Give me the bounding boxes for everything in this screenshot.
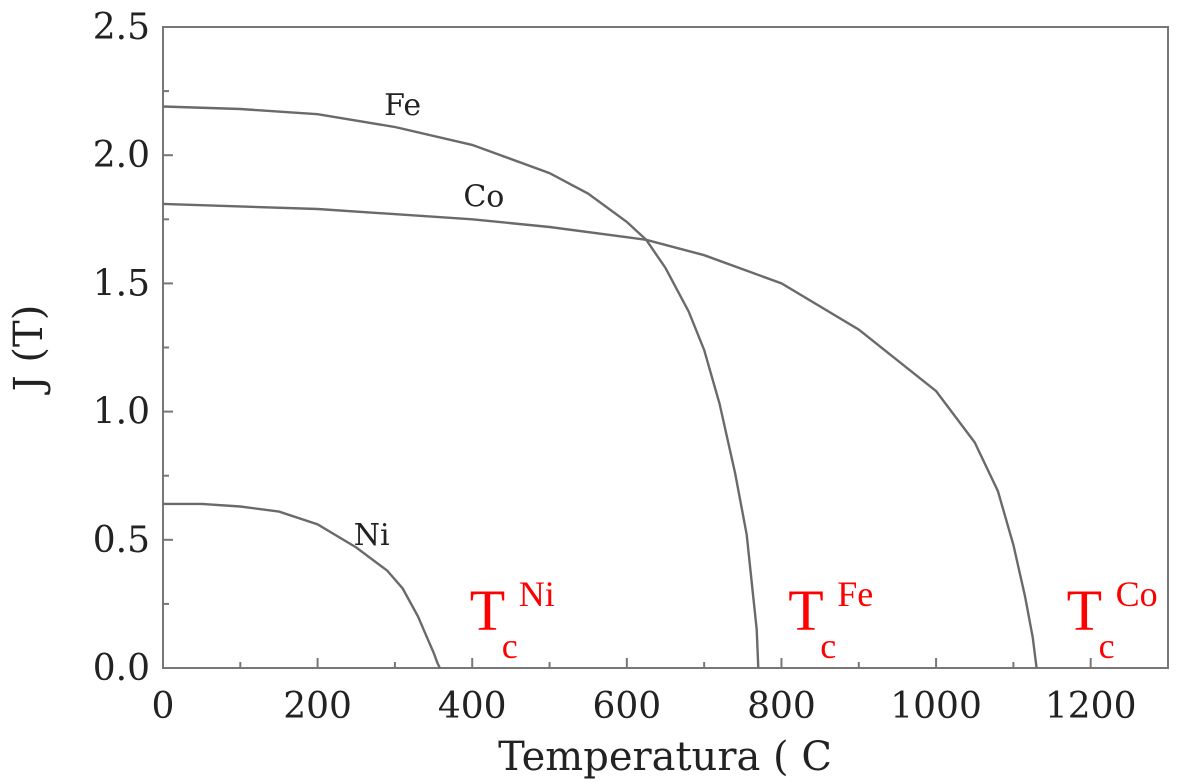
tc-co-label: T <box>1067 578 1102 643</box>
x-tick-label: 400 <box>438 686 507 727</box>
x-tick-label: 600 <box>592 686 661 727</box>
plot-frame <box>162 26 1169 669</box>
tc-co-superscript: Co <box>1116 574 1158 614</box>
series-ni-label: Ni <box>354 518 390 553</box>
series-ni-line <box>163 502 441 669</box>
tc-ni-label: T <box>470 578 505 643</box>
y-tick-label: 0.0 <box>93 648 150 689</box>
tc-ni-subscript: c <box>502 626 518 666</box>
tc-fe-superscript: Fe <box>837 574 873 614</box>
y-tick-label: 0.5 <box>93 520 150 561</box>
y-tick-label: 1.0 <box>93 392 150 433</box>
tc-co-subscript: c <box>1099 626 1115 666</box>
series-fe-label: Fe <box>384 88 421 123</box>
tc-ni-superscript: Ni <box>519 574 555 614</box>
series-fe-line <box>162 105 760 669</box>
x-axis-label: Temperatura ( C <box>498 734 832 780</box>
x-tick-label: 800 <box>747 686 816 727</box>
series-co-line <box>162 202 1038 669</box>
y-tick-label: 2.0 <box>93 135 150 176</box>
x-tick-label: 0 <box>152 686 175 727</box>
x-tick-label: 200 <box>283 686 352 727</box>
tc-fe-label: T <box>788 578 823 643</box>
series-co-label: Co <box>463 179 504 214</box>
axis-ticks: 0 200 400 600 800 1000 1200 0.0 0.5 1.0 1.5 2.0 2.5 <box>93 7 1137 727</box>
y-tick-label: 1.5 <box>93 263 150 304</box>
tc-fe-subscript: c <box>820 626 836 666</box>
x-tick-label: 1200 <box>1045 686 1137 727</box>
x-tick-label: 1000 <box>890 686 982 727</box>
y-axis-label: J (T) <box>6 305 52 396</box>
curves: Fe Co Ni <box>162 88 1038 669</box>
y-tick-label: 2.5 <box>93 7 150 48</box>
